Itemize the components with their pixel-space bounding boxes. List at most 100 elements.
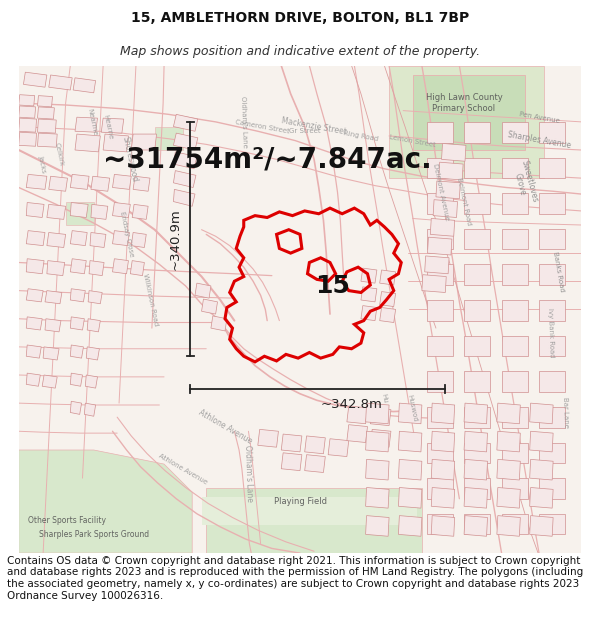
Polygon shape — [70, 202, 88, 217]
Polygon shape — [530, 403, 553, 424]
Polygon shape — [365, 459, 389, 480]
Text: ~340.9m: ~340.9m — [169, 208, 182, 270]
Polygon shape — [398, 516, 422, 536]
Polygon shape — [70, 373, 82, 386]
Polygon shape — [502, 442, 528, 463]
Polygon shape — [464, 336, 490, 356]
Text: Banks Road: Banks Road — [552, 251, 565, 292]
Polygon shape — [365, 403, 389, 424]
Polygon shape — [436, 181, 460, 199]
Polygon shape — [42, 375, 57, 388]
Polygon shape — [19, 118, 37, 132]
Polygon shape — [173, 189, 195, 206]
Polygon shape — [497, 488, 520, 508]
Polygon shape — [464, 407, 490, 428]
Polygon shape — [539, 122, 565, 142]
Polygon shape — [431, 488, 455, 508]
Polygon shape — [37, 107, 55, 119]
Polygon shape — [539, 478, 565, 499]
Polygon shape — [45, 319, 61, 332]
Polygon shape — [370, 408, 391, 426]
Polygon shape — [539, 407, 565, 428]
Polygon shape — [87, 319, 100, 332]
Text: Pen Avenue: Pen Avenue — [518, 111, 560, 124]
Polygon shape — [539, 371, 565, 392]
Polygon shape — [427, 193, 453, 214]
Polygon shape — [26, 373, 40, 386]
Polygon shape — [427, 300, 453, 321]
Polygon shape — [502, 407, 528, 428]
Polygon shape — [430, 218, 455, 236]
Polygon shape — [91, 204, 108, 219]
Polygon shape — [422, 275, 446, 292]
Polygon shape — [47, 232, 65, 248]
Polygon shape — [497, 403, 520, 424]
Polygon shape — [502, 264, 528, 285]
Polygon shape — [427, 514, 453, 534]
Polygon shape — [464, 158, 490, 178]
Polygon shape — [173, 171, 196, 187]
Polygon shape — [398, 488, 422, 508]
Polygon shape — [389, 66, 544, 178]
Polygon shape — [464, 300, 490, 321]
Polygon shape — [202, 497, 417, 525]
Polygon shape — [431, 431, 455, 452]
Polygon shape — [19, 94, 35, 106]
Text: Athlone Avenue: Athlone Avenue — [197, 408, 253, 446]
Polygon shape — [427, 336, 453, 356]
Polygon shape — [380, 270, 395, 285]
Polygon shape — [202, 299, 218, 314]
Polygon shape — [365, 431, 389, 452]
Polygon shape — [305, 455, 325, 472]
Polygon shape — [497, 516, 520, 536]
Polygon shape — [398, 431, 422, 452]
Polygon shape — [530, 488, 553, 508]
Text: High Lawn County
Primary School: High Lawn County Primary School — [425, 93, 502, 113]
Polygon shape — [26, 345, 41, 358]
Text: Wilkinson Road: Wilkinson Road — [142, 273, 158, 327]
Polygon shape — [26, 202, 44, 217]
Polygon shape — [19, 450, 192, 553]
Polygon shape — [502, 371, 528, 392]
Text: Belmont Road: Belmont Road — [456, 177, 472, 226]
Polygon shape — [439, 162, 463, 180]
Polygon shape — [398, 403, 422, 424]
Polygon shape — [113, 259, 128, 274]
Text: Athlone Avenue: Athlone Avenue — [157, 452, 208, 485]
Polygon shape — [26, 174, 47, 189]
Polygon shape — [539, 264, 565, 285]
Text: Map shows position and indicative extent of the property.: Map shows position and indicative extent… — [120, 45, 480, 58]
Polygon shape — [113, 174, 131, 189]
Polygon shape — [43, 347, 59, 360]
Polygon shape — [49, 176, 67, 191]
Polygon shape — [433, 200, 458, 217]
Polygon shape — [86, 347, 100, 360]
Polygon shape — [26, 289, 43, 302]
Polygon shape — [427, 407, 453, 428]
Polygon shape — [258, 429, 278, 448]
Polygon shape — [539, 442, 565, 463]
Polygon shape — [413, 75, 525, 150]
Polygon shape — [85, 375, 97, 388]
Polygon shape — [361, 287, 377, 302]
Polygon shape — [398, 459, 422, 480]
Text: Delmont Avenue: Delmont Avenue — [431, 163, 449, 221]
Polygon shape — [425, 256, 449, 274]
Text: ~31754m²/~7.847ac.: ~31754m²/~7.847ac. — [103, 146, 431, 173]
Polygon shape — [75, 118, 97, 132]
Polygon shape — [155, 126, 183, 150]
Text: Huswod: Huswod — [407, 394, 418, 422]
Polygon shape — [502, 514, 528, 534]
Text: Lemon Street: Lemon Street — [389, 134, 436, 148]
Polygon shape — [361, 268, 377, 283]
Polygon shape — [281, 452, 302, 471]
Polygon shape — [45, 291, 62, 304]
Polygon shape — [47, 261, 65, 276]
Polygon shape — [70, 231, 87, 246]
Polygon shape — [530, 516, 553, 536]
Polygon shape — [347, 406, 367, 424]
Text: Ring Road: Ring Road — [343, 130, 379, 142]
Polygon shape — [90, 232, 106, 248]
Polygon shape — [464, 371, 490, 392]
Polygon shape — [101, 118, 124, 133]
